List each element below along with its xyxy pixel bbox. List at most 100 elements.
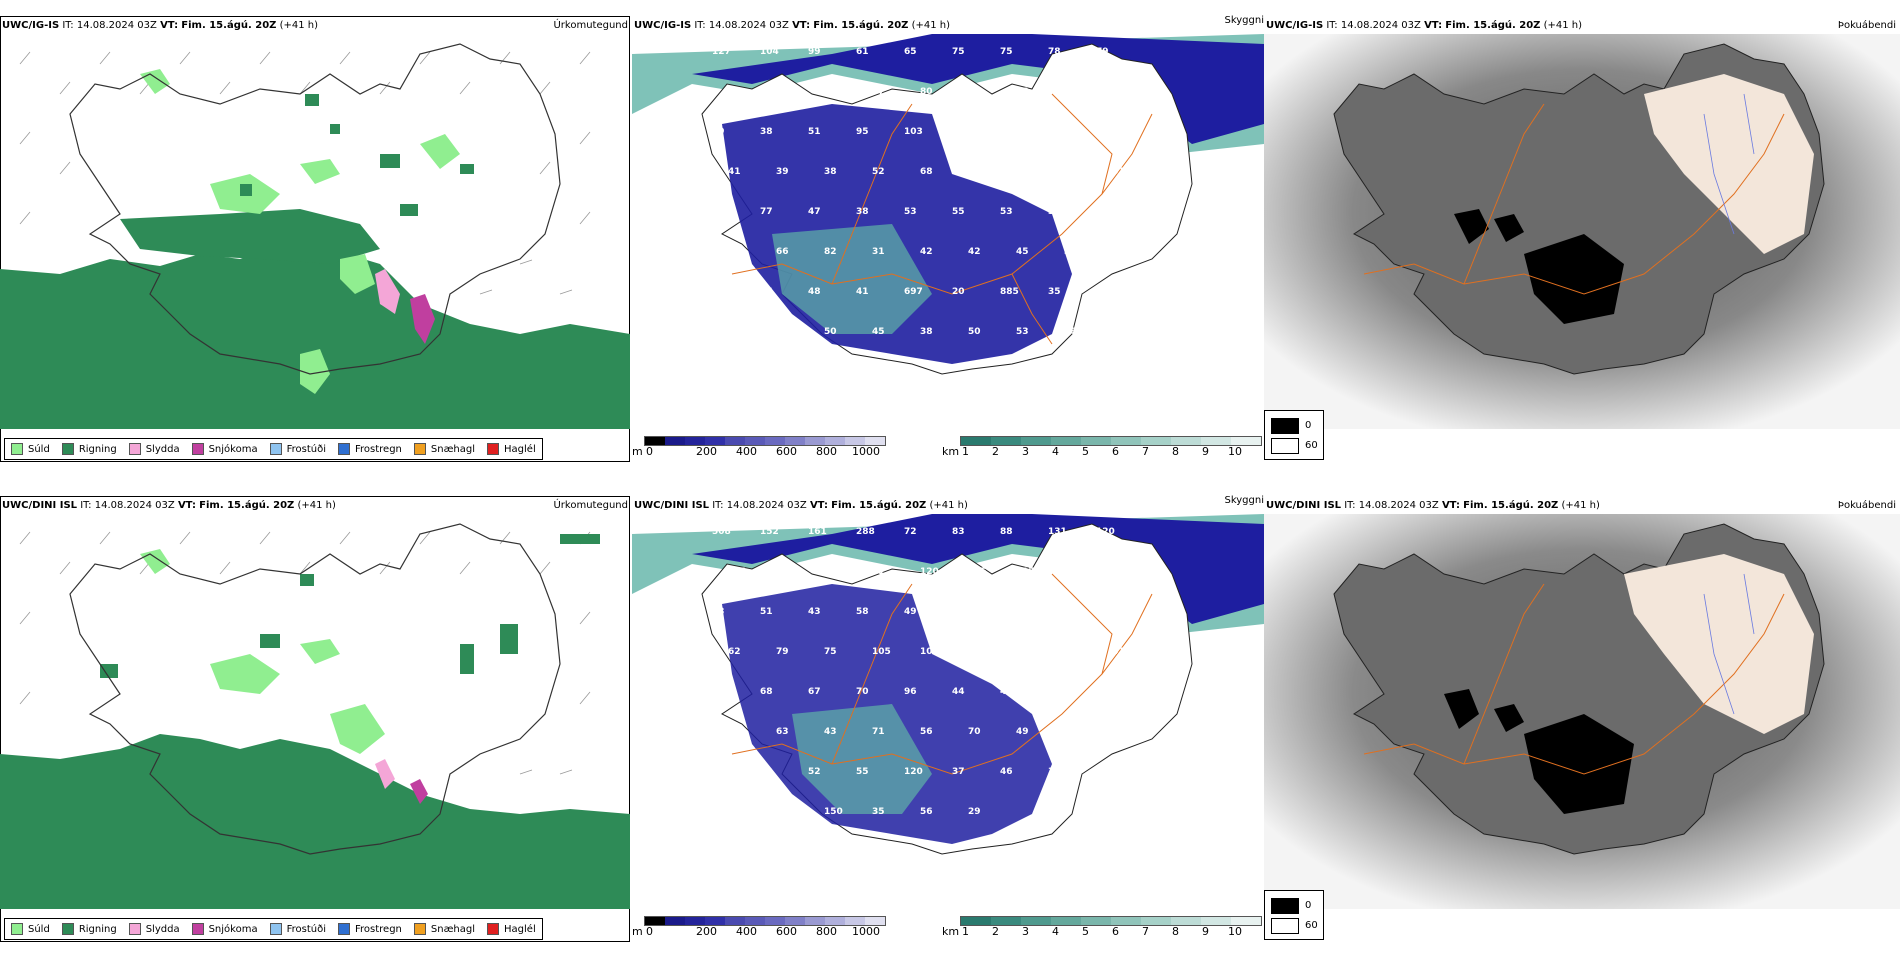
ceiling-tick: 600	[776, 445, 797, 458]
visibility-value: 53	[1016, 327, 1029, 337]
visibility-value: 47	[808, 207, 821, 217]
visibility-value: 66	[1064, 327, 1077, 337]
fog-index-panel: UWC/DINI ISL IT: 14.08.2024 03Z VT: Fim.…	[1264, 480, 1900, 950]
model-name: UWC/DINI ISL	[2, 500, 78, 511]
visibility-value: 95	[856, 127, 869, 137]
map-frame	[0, 16, 630, 462]
fog-area	[1524, 714, 1634, 814]
legend-item: Snjókoma	[191, 923, 258, 935]
fog-legend-swatch-high	[1271, 438, 1299, 454]
visibility-tick: 4	[1052, 445, 1059, 458]
visibility-value: 62	[760, 767, 773, 777]
visibility-value: 71	[872, 727, 885, 737]
ceiling-tick: 1000	[852, 445, 880, 458]
visibility-value: 152	[760, 527, 779, 537]
visibility-value: 41	[728, 167, 741, 177]
visibility-tick: 8	[1172, 925, 1179, 938]
legend-swatch	[269, 443, 282, 455]
visibility-tick: 1	[962, 925, 969, 938]
visibility-value: 61	[968, 87, 981, 97]
legend-item: Haglél	[487, 923, 536, 935]
visibility-value: 82	[824, 247, 837, 257]
ceiling-tick: 1000	[852, 925, 880, 938]
precip-legend: Súld Rigning Slydda Snjókoma Frostúði Fr…	[4, 918, 543, 940]
legend-swatch	[128, 923, 141, 935]
visibility-value: 66	[776, 247, 789, 257]
visibility-value: 41	[1112, 647, 1125, 657]
visibility-value: 30	[1096, 767, 1109, 777]
visibility-value: 62	[728, 647, 741, 657]
legend-swatch	[11, 443, 23, 455]
visibility-value: 50	[968, 327, 981, 337]
visibility-value: 70	[856, 687, 869, 697]
ceiling-tick: 0	[646, 445, 653, 458]
legend-item: Súld	[11, 923, 50, 935]
visibility-value: 48	[728, 727, 741, 737]
fog-legend-low-label: 0	[1305, 900, 1312, 911]
precip-type-panel: UWC/IG-IS IT: 14.08.2024 03Z VT: Fim. 15…	[0, 0, 632, 470]
visibility-value: 86	[760, 287, 773, 297]
visibility-value: 70	[1096, 687, 1109, 697]
visibility-value: 20	[952, 287, 965, 297]
legend-swatch	[191, 443, 204, 455]
visibility-value: 78	[1048, 47, 1061, 57]
panel-header: UWC/DINI ISL IT: 14.08.2024 03Z VT: Fim.…	[2, 500, 336, 511]
visibility-value: 61	[1048, 687, 1061, 697]
rain-area	[0, 734, 630, 909]
legend-item: Snæhagl	[413, 443, 475, 455]
visibility-value: 95	[712, 287, 725, 297]
wind-barbs	[19, 51, 591, 295]
visibility-map: 127 104 99 61 65 75 75 78 79 75 76 79 77 80 61 58 40 38 49…	[632, 34, 1264, 375]
forecast-row-2: UWC/DINI ISL IT: 14.08.2024 03Z VT: Fim.…	[0, 480, 1900, 955]
visibility-value: 52	[872, 167, 885, 177]
visibility-value: 49	[712, 687, 725, 697]
visibility-value: 38	[760, 127, 773, 137]
fog-map	[1264, 514, 1900, 909]
visibility-unit: km	[942, 445, 960, 458]
ceiling-tick: 600	[776, 925, 797, 938]
visibility-value: 76	[776, 87, 789, 97]
legend-swatch	[61, 923, 74, 935]
rain-area-2	[120, 209, 380, 264]
visibility-value: 75	[824, 647, 837, 657]
fog-legend-swatch-high	[1271, 918, 1299, 934]
ceiling-bar	[644, 436, 886, 446]
rain-area	[0, 244, 630, 429]
visibility-value-labels: 508 152 161 288 72 83 88 131 120 101 95 95 71 120 135 1…	[712, 527, 1125, 817]
visibility-value: 43	[824, 727, 837, 737]
forecast-row-1: UWC/IG-IS IT: 14.08.2024 03Z VT: Fim. 15…	[0, 0, 1900, 475]
visibility-tick: 1	[962, 445, 969, 458]
visibility-value: 55	[1016, 167, 1029, 177]
fog-legend-swatch-low	[1271, 418, 1299, 434]
legend-item: Frostregn	[338, 923, 402, 935]
visibility-tick: 2	[992, 445, 999, 458]
visibility-value: 96	[904, 687, 917, 697]
visibility-value: 29	[968, 807, 981, 817]
legend-swatch	[338, 923, 350, 935]
drizzle-areas	[140, 549, 385, 754]
rain-patches	[240, 94, 474, 216]
visibility-value: 34	[1048, 767, 1061, 777]
visibility-value: 63	[776, 727, 789, 737]
fog-legend: 0 60	[1264, 410, 1324, 460]
panel-header: UWC/IG-IS IT: 14.08.2024 03Z VT: Fim. 15…	[1266, 20, 1583, 31]
visibility-value: 79	[776, 647, 789, 657]
visibility-value: 60	[776, 327, 789, 337]
visibility-value: 38	[824, 167, 837, 177]
visibility-value: 79	[1096, 47, 1109, 57]
map-frame	[0, 496, 630, 942]
visibility-tick: 7	[1142, 925, 1149, 938]
panel-title: Skyggni	[1224, 495, 1264, 506]
visibility-value: 79	[824, 87, 837, 97]
visibility-value: 49	[712, 127, 725, 137]
panel-header: UWC/IG-IS IT: 14.08.2024 03Z VT: Fim. 15…	[2, 20, 319, 31]
visibility-value: 45	[1112, 567, 1125, 577]
visibility-value: 42	[1000, 687, 1013, 697]
visibility-land-area	[772, 224, 932, 334]
legend-item: Rigning	[61, 443, 117, 455]
visibility-tick: 5	[1082, 925, 1089, 938]
roads	[731, 93, 1153, 345]
sleet-area	[375, 759, 395, 789]
visibility-bar	[960, 916, 1262, 926]
visibility-value: 41	[856, 287, 869, 297]
